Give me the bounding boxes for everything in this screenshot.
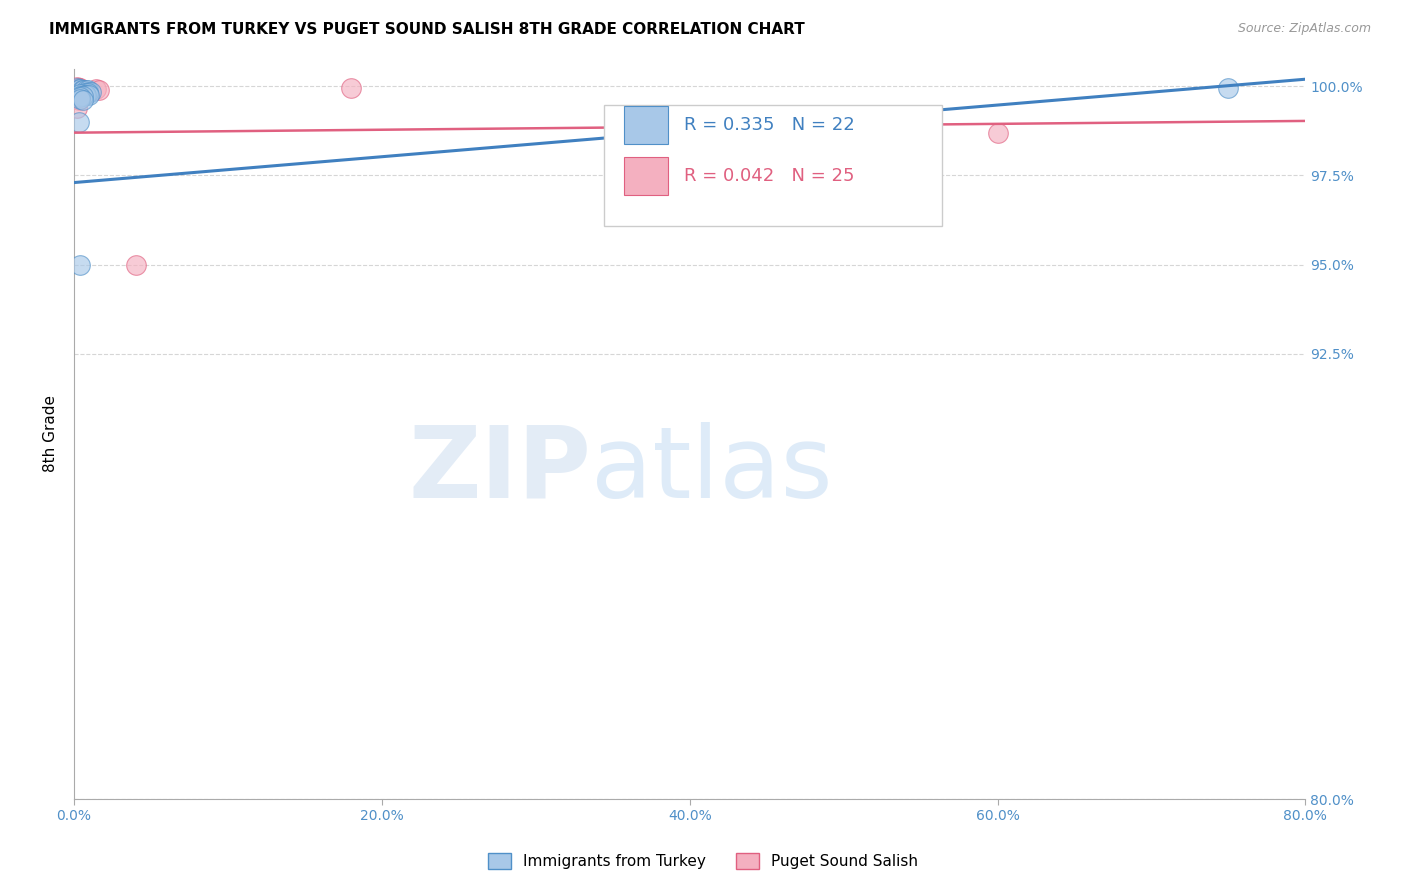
Point [70, 83, 93, 97]
Point [69, 82, 91, 96]
Point [1324, 165, 1347, 179]
Point [69, 89, 91, 103]
Point [75, 83, 97, 97]
Y-axis label: 8th Grade: 8th Grade [44, 395, 58, 472]
Point [66, 80, 89, 95]
Point [69, 87, 91, 102]
Point [67, 82, 90, 96]
Point [77, 85, 100, 99]
FancyBboxPatch shape [603, 105, 942, 226]
Text: IMMIGRANTS FROM TURKEY VS PUGET SOUND SALISH 8TH GRADE CORRELATION CHART: IMMIGRANTS FROM TURKEY VS PUGET SOUND SA… [49, 22, 806, 37]
Point [67, 87, 90, 102]
Point [124, 258, 146, 272]
FancyBboxPatch shape [624, 106, 668, 144]
Point [72, 86, 94, 100]
Point [72, 87, 94, 101]
Text: R = 0.042   N = 25: R = 0.042 N = 25 [683, 167, 853, 185]
Point [84, 82, 107, 96]
Point [72, 93, 94, 107]
Text: R = 0.335   N = 22: R = 0.335 N = 22 [683, 116, 855, 134]
Point [67, 85, 90, 99]
Point [67, 115, 90, 129]
Point [67, 90, 90, 104]
Point [69, 81, 91, 95]
Point [69, 258, 91, 272]
Point [70, 87, 93, 102]
Point [66, 81, 89, 95]
Point [69, 89, 91, 103]
Point [340, 81, 363, 95]
Text: atlas: atlas [592, 422, 832, 519]
Point [69, 87, 91, 101]
Point [77, 86, 100, 100]
Point [73, 84, 96, 98]
Legend: Immigrants from Turkey, Puget Sound Salish: Immigrants from Turkey, Puget Sound Sali… [481, 847, 925, 875]
FancyBboxPatch shape [624, 157, 668, 195]
Point [67, 84, 90, 98]
Point [79, 88, 101, 103]
Point [67, 91, 90, 105]
Point [69, 92, 91, 106]
Point [80, 85, 103, 99]
Point [67, 88, 90, 103]
Point [75, 87, 97, 102]
Text: Source: ZipAtlas.com: Source: ZipAtlas.com [1237, 22, 1371, 36]
Point [72, 89, 94, 103]
Point [67, 93, 90, 107]
Point [77, 83, 100, 97]
Point [66, 101, 89, 115]
Point [73, 86, 96, 100]
Point [72, 82, 94, 96]
Point [1218, 81, 1240, 95]
Text: ZIP: ZIP [408, 422, 592, 519]
Point [69, 86, 91, 100]
Point [87, 83, 110, 97]
Point [987, 126, 1010, 140]
Point [75, 86, 97, 100]
Point [69, 90, 91, 104]
Point [73, 87, 96, 102]
Point [67, 81, 90, 95]
